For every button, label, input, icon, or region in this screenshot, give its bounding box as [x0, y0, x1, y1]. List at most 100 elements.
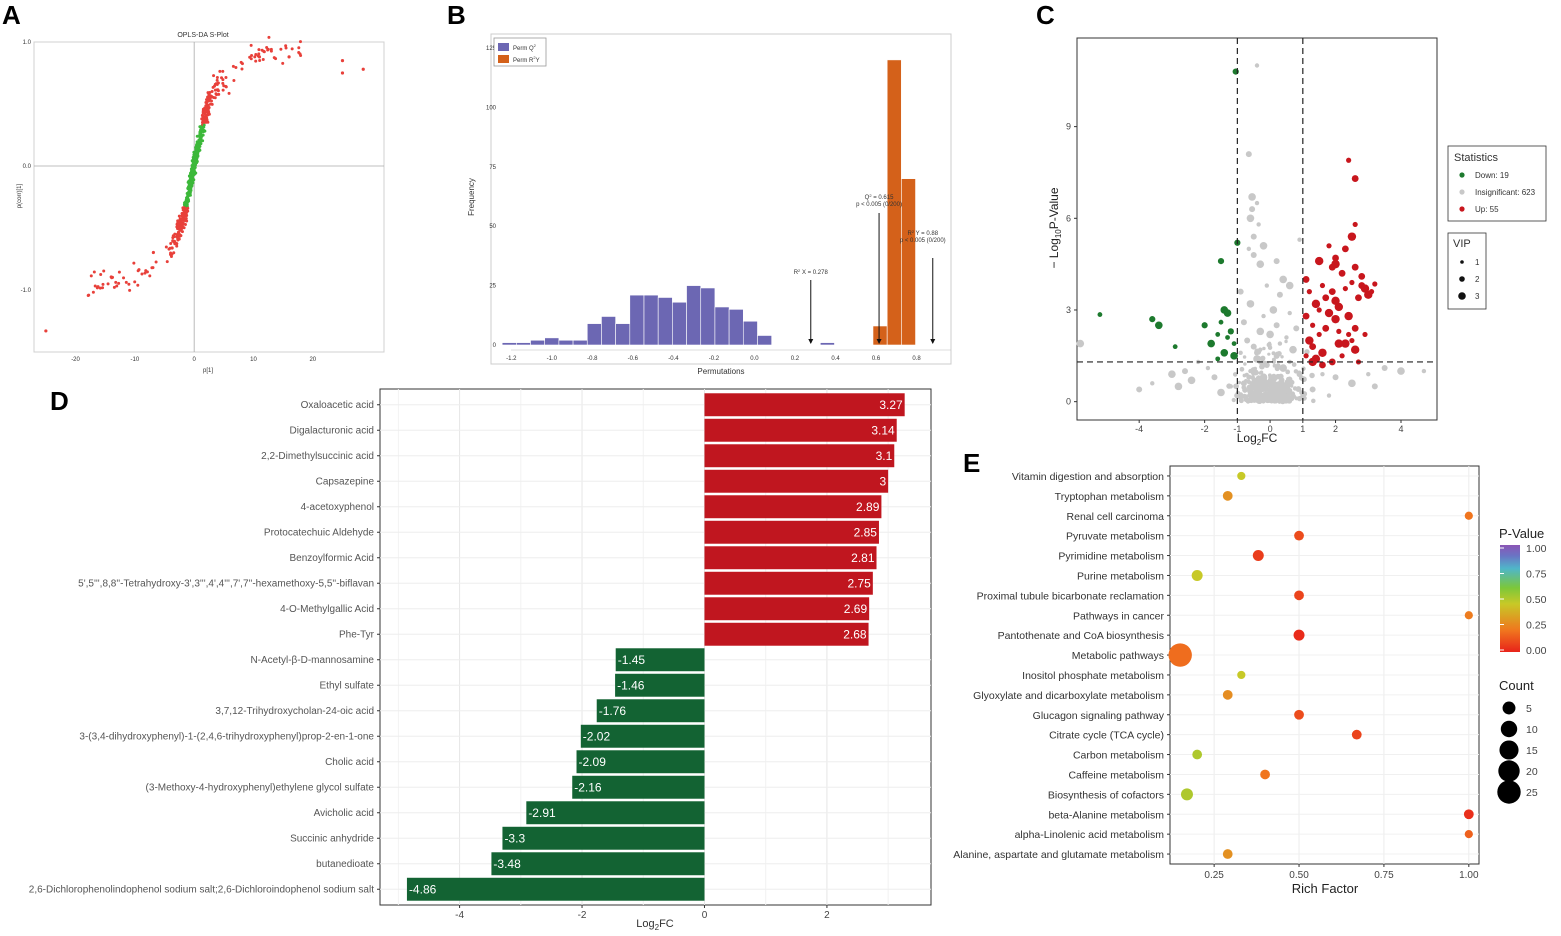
panel-c-legend-vip: VIP 1 2 3 [1447, 232, 1487, 310]
panel-c-legend-vip1: 1 [1475, 258, 1480, 267]
panel-a-point [173, 242, 177, 246]
panel-a-point [204, 104, 208, 108]
panel-a-point [176, 233, 180, 237]
panel-c-point-ns [1296, 371, 1303, 378]
panel-d-bar [704, 597, 870, 621]
panel-a-point [215, 75, 219, 79]
panel-c-point-ns [1366, 371, 1371, 377]
panel-b-ytick: 50 [489, 224, 496, 230]
panel-a-point [136, 283, 140, 287]
panel-c-ticks: -4 -2 -1 0 1 2 4 0 3 6 9 [1066, 122, 1404, 434]
panel-c-legend-down-dot [1459, 172, 1465, 178]
panel-b-bars [501, 59, 916, 346]
panel-b-ytick: 100 [486, 105, 497, 111]
panel-a-point [224, 85, 228, 89]
panel-d-category-label: 2,2-Dimethylsuccinic acid [261, 451, 374, 462]
panel-a-point [101, 286, 105, 290]
panel-a-point [340, 59, 345, 63]
panel-d-bar [704, 622, 869, 646]
panel-a-point [240, 62, 244, 66]
panel-c-point-down [1149, 316, 1156, 323]
panel-e-colorbar-ticks: 1.00 0.75 0.50 0.25 0.00 [1500, 543, 1547, 657]
panel-e-xtick: 0.25 [1204, 870, 1224, 881]
panel-c-legend-vip-title: VIP [1453, 238, 1471, 250]
panel-d-category-label: 4-O-Methylgallic Acid [280, 604, 374, 615]
panel-a-point [89, 274, 93, 278]
panel-e-category-label: Alanine, aspartate and glutamate metabol… [953, 849, 1164, 861]
panel-a-ytick: 0.0 [23, 164, 32, 170]
panel-a-point [195, 159, 199, 163]
panel-a-point [177, 214, 181, 218]
panel-a-point [183, 223, 187, 227]
panel-e-category-label: Glyoxylate and dicarboxylate metabolism [973, 690, 1164, 702]
panel-b-bar-q2 [601, 316, 616, 346]
panel-a-point [112, 285, 116, 289]
panel-c-point-ns [1272, 363, 1277, 368]
panel-c-point-up [1360, 284, 1370, 293]
panel-d-category-label: N-Acetyl-β-D-mannosamine [250, 655, 374, 666]
panel-a-point [188, 181, 192, 185]
panel-d-bar [704, 393, 905, 417]
panel-d-bar [596, 699, 705, 723]
panel-e-category-label: Glucagon signaling pathway [1033, 710, 1165, 722]
panel-c-point-down [1155, 321, 1163, 330]
panel-d-bar [580, 724, 705, 748]
panel-c-point-up [1349, 279, 1355, 286]
panel-a-xtick: 20 [309, 357, 316, 363]
panel-c-point-ns [1271, 378, 1276, 383]
panel-a-point [193, 160, 197, 164]
panel-e-count-legend-label: 15 [1526, 745, 1538, 757]
panel-e-count-legend-label: 20 [1526, 766, 1538, 778]
panel-c-volcano: -4 -2 -1 0 1 2 4 0 3 6 9 Log2FC − Log10P-Value Sta… [1047, 37, 1547, 447]
panel-a-point [220, 76, 224, 80]
panel-d-bar-value: -4.86 [409, 882, 437, 896]
panel-c-xtick: -4 [1135, 424, 1143, 434]
panel-c-legend-vip2-dot [1459, 276, 1465, 282]
panel-c-plot-area [1076, 37, 1438, 421]
panel-c-point-ns [1233, 383, 1239, 390]
panel-a-point [176, 221, 180, 225]
panel-b-bar-q2 [757, 335, 772, 346]
panel-e-bubble [1192, 749, 1203, 760]
panel-e-plot-area [1169, 465, 1480, 865]
panel-e-xtick: 0.75 [1374, 870, 1394, 881]
panel-a-point [274, 57, 278, 61]
panel-c-point-ns [1259, 363, 1265, 370]
panel-e-gridlines [1213, 466, 1470, 864]
panel-a-point [221, 69, 225, 73]
panel-c-point-up [1341, 339, 1350, 348]
panel-e-count-legend-dot [1502, 701, 1516, 715]
panel-e-bubble [1464, 830, 1473, 839]
panel-d-category-label: 2,6-Dichlorophenolindophenol sodium salt… [29, 884, 374, 895]
panel-a-point [199, 128, 203, 132]
panel-a-point [209, 94, 213, 98]
panel-b-bar-q2 [700, 287, 716, 346]
panel-e-bubble [1237, 670, 1246, 680]
panel-d-category-label: Ethyl sulfate [320, 680, 375, 691]
panel-a-points [44, 35, 365, 333]
panel-a-point [214, 92, 218, 96]
panel-c-point-up [1316, 331, 1322, 338]
panel-c-point-ns [1276, 389, 1283, 396]
panel-d-category-label: Benzoylformic Acid [290, 553, 374, 564]
panel-e-category-label: beta-Alanine metabolism [1048, 809, 1164, 821]
panel-b-bar-q2 [558, 339, 574, 346]
panel-e-legend-pvalue-title: P-Value [1499, 526, 1544, 541]
panel-e-xtick: 1.00 [1459, 870, 1479, 881]
panel-e-count-legend-dot [1500, 720, 1518, 738]
panel-a-ytick: 1.0 [23, 40, 32, 46]
panel-e-bubble [1260, 769, 1270, 780]
panel-label-c: C [1036, 0, 1055, 30]
panel-a-ticks: -20 -10 0 10 20 -1.0 0.0 1.0 [21, 40, 317, 363]
panel-b-xtick: 0.0 [750, 356, 759, 362]
panel-b-xtick: 0.2 [791, 356, 800, 362]
panel-a-point [196, 153, 200, 157]
panel-d-category-label: 3-(3,4-dihydroxyphenyl)-1-(2,4,6-trihydr… [79, 731, 374, 742]
panel-c-point-ns [1273, 258, 1280, 265]
panel-d-category-label: butanedioate [316, 859, 374, 870]
panel-a-point [215, 82, 219, 86]
panel-b-legend-r2y: Perm R2Y [513, 55, 540, 64]
panel-c-point-ns [1279, 364, 1287, 372]
panel-b-bar-r2y [901, 178, 916, 346]
panel-e-legend-pvalue: P-Value 1.00 0.75 0.50 0.25 0.00 [1499, 526, 1547, 657]
